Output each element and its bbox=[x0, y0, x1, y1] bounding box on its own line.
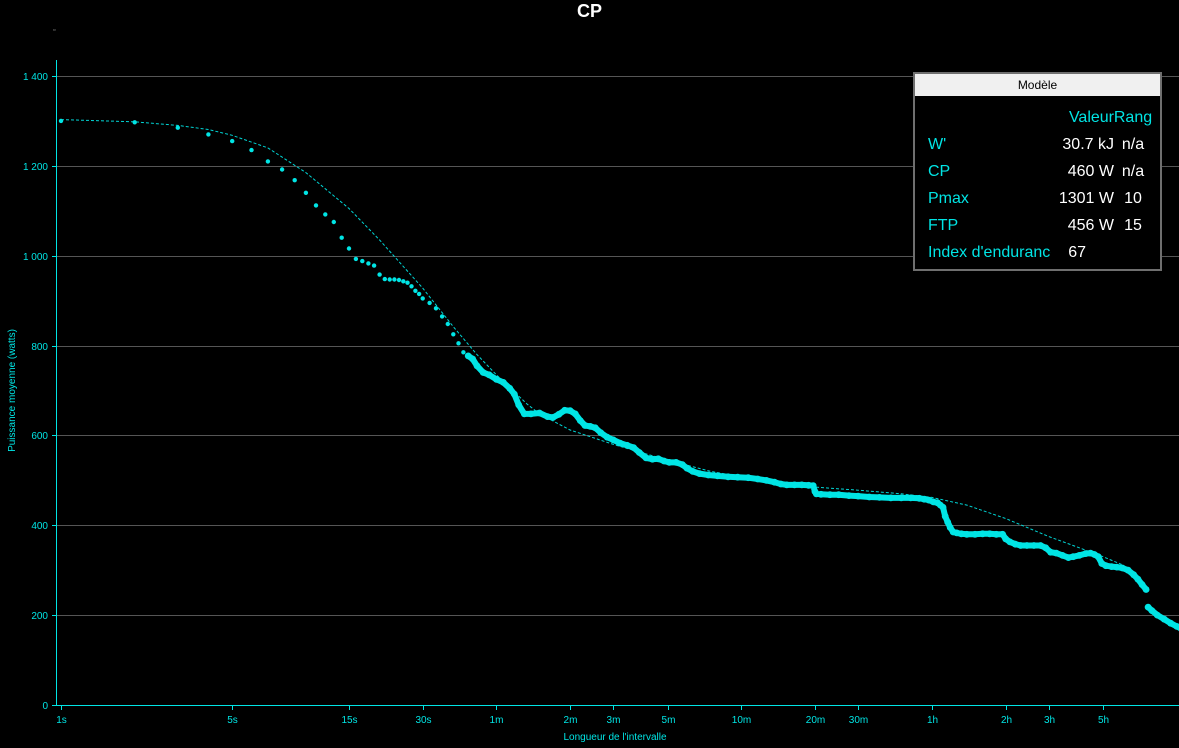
model-column-rank: Rang bbox=[1113, 109, 1153, 126]
data-point bbox=[331, 219, 336, 225]
model-table: Valeur Rang W' 30.7 kJ n/a CP 460 W n/a … bbox=[926, 104, 1161, 266]
model-row-name: FTP bbox=[928, 217, 959, 234]
x-tick-label: 3m bbox=[607, 715, 621, 726]
x-tick-label: 1m bbox=[490, 715, 504, 726]
model-row-name: Index d'endurance bbox=[928, 244, 1051, 261]
model-table-header: Valeur Rang bbox=[926, 104, 1161, 131]
model-panel[interactable]: Modèle Valeur Rang W' 30.7 kJ n/a CP 460… bbox=[913, 72, 1162, 271]
data-point bbox=[339, 235, 344, 240]
x-tick-label: 2m bbox=[564, 715, 578, 726]
data-point bbox=[387, 277, 392, 282]
model-row-name: W' bbox=[928, 136, 947, 153]
data-point bbox=[313, 203, 319, 208]
data-point bbox=[353, 256, 359, 262]
model-row-rank: 15 bbox=[1124, 217, 1142, 234]
data-point bbox=[323, 212, 328, 217]
data-point bbox=[371, 263, 377, 268]
data-point bbox=[405, 280, 410, 285]
data-point bbox=[366, 261, 371, 266]
data-point bbox=[360, 258, 365, 264]
model-row-name: Pmax bbox=[928, 190, 969, 207]
data-point bbox=[416, 291, 422, 297]
x-tick-label: 10m bbox=[732, 715, 751, 726]
x-tick-label: 1h bbox=[927, 715, 938, 726]
x-tick-label: 30s bbox=[415, 715, 431, 726]
data-point bbox=[409, 284, 414, 289]
data-point bbox=[206, 132, 211, 137]
model-row-endurance: Index d'endurance 67 bbox=[926, 239, 1161, 266]
x-tick-label: 20m bbox=[806, 715, 825, 726]
model-column-value: Valeur bbox=[1068, 109, 1114, 126]
data-point bbox=[433, 306, 439, 311]
data-point bbox=[265, 159, 271, 164]
data-point bbox=[58, 118, 64, 124]
x-tick-label: 3h bbox=[1044, 715, 1055, 726]
model-row-value: 67 bbox=[1068, 244, 1086, 261]
data-point bbox=[292, 178, 297, 183]
data-point bbox=[461, 350, 466, 355]
data-trace bbox=[1145, 604, 1179, 631]
model-curve bbox=[60, 119, 1123, 566]
model-row-rank: n/a bbox=[1121, 136, 1145, 153]
data-point bbox=[382, 276, 387, 282]
data-point bbox=[346, 246, 352, 251]
model-row-cp: CP 460 W n/a bbox=[926, 158, 1161, 185]
data-point bbox=[279, 167, 285, 172]
y-tick-label: 1 000 bbox=[23, 252, 48, 263]
data-point bbox=[451, 332, 456, 337]
data-point bbox=[420, 296, 425, 301]
data-point bbox=[175, 125, 180, 130]
y-tick-label: 400 bbox=[31, 521, 48, 532]
y-axis-title: Puissance moyenne (watts) bbox=[7, 329, 18, 452]
x-tick-label: 15s bbox=[341, 715, 357, 726]
data-point bbox=[377, 272, 382, 277]
model-row-pmax: Pmax 1301 W 10 bbox=[926, 185, 1161, 212]
model-row-rank: 10 bbox=[1124, 190, 1142, 207]
data-point bbox=[249, 147, 254, 153]
model-panel-header[interactable]: Modèle bbox=[915, 74, 1160, 96]
model-curve-line bbox=[60, 119, 1123, 566]
model-row-value: 460 W bbox=[1067, 163, 1114, 180]
data-point bbox=[413, 288, 418, 293]
data-point bbox=[445, 321, 450, 327]
data-point bbox=[396, 277, 402, 283]
x-tick-label: 5h bbox=[1098, 715, 1109, 726]
x-tick-label: 5s bbox=[227, 715, 238, 726]
data-point bbox=[230, 138, 235, 144]
y-tick-label: 600 bbox=[31, 431, 48, 442]
data-trace bbox=[465, 352, 1150, 593]
corner-mark: ▫ bbox=[53, 27, 56, 34]
y-tick-label: 800 bbox=[31, 342, 48, 353]
data-points bbox=[58, 118, 1179, 632]
data-point bbox=[401, 279, 406, 284]
grid-lines bbox=[56, 76, 1179, 616]
axes bbox=[52, 60, 1179, 710]
y-tick-label: 1 200 bbox=[23, 162, 48, 173]
model-row-wprime: W' 30.7 kJ n/a bbox=[926, 131, 1161, 158]
model-row-rank: n/a bbox=[1121, 163, 1145, 180]
y-tick-label: 0 bbox=[42, 701, 48, 712]
data-point bbox=[427, 300, 432, 306]
data-point bbox=[439, 314, 445, 319]
data-point bbox=[456, 341, 461, 346]
data-point bbox=[392, 277, 397, 282]
data-point bbox=[132, 120, 137, 125]
y-tick-label: 200 bbox=[31, 611, 48, 622]
y-tick-label: 1 400 bbox=[23, 72, 48, 83]
model-row-value: 1301 W bbox=[1058, 190, 1114, 207]
chart-title: CP bbox=[576, 1, 602, 21]
x-axis-title: Longueur de l'intervalle bbox=[563, 732, 667, 743]
model-row-value: 456 W bbox=[1067, 217, 1114, 234]
x-tick-label: 2h bbox=[1001, 715, 1012, 726]
x-tick-label: 30m bbox=[849, 715, 868, 726]
model-row-value: 30.7 kJ bbox=[1062, 136, 1114, 153]
data-point bbox=[303, 190, 309, 195]
x-tick-label: 1s bbox=[56, 715, 67, 726]
model-row-ftp: FTP 456 W 15 bbox=[926, 212, 1161, 239]
model-row-name: CP bbox=[928, 163, 951, 180]
axis-labels: 0 200 400 600 800 1 000 1 200 1 400 1s 5s 15s 30s 1m… bbox=[7, 72, 1109, 743]
x-tick-label: 5m bbox=[662, 715, 676, 726]
